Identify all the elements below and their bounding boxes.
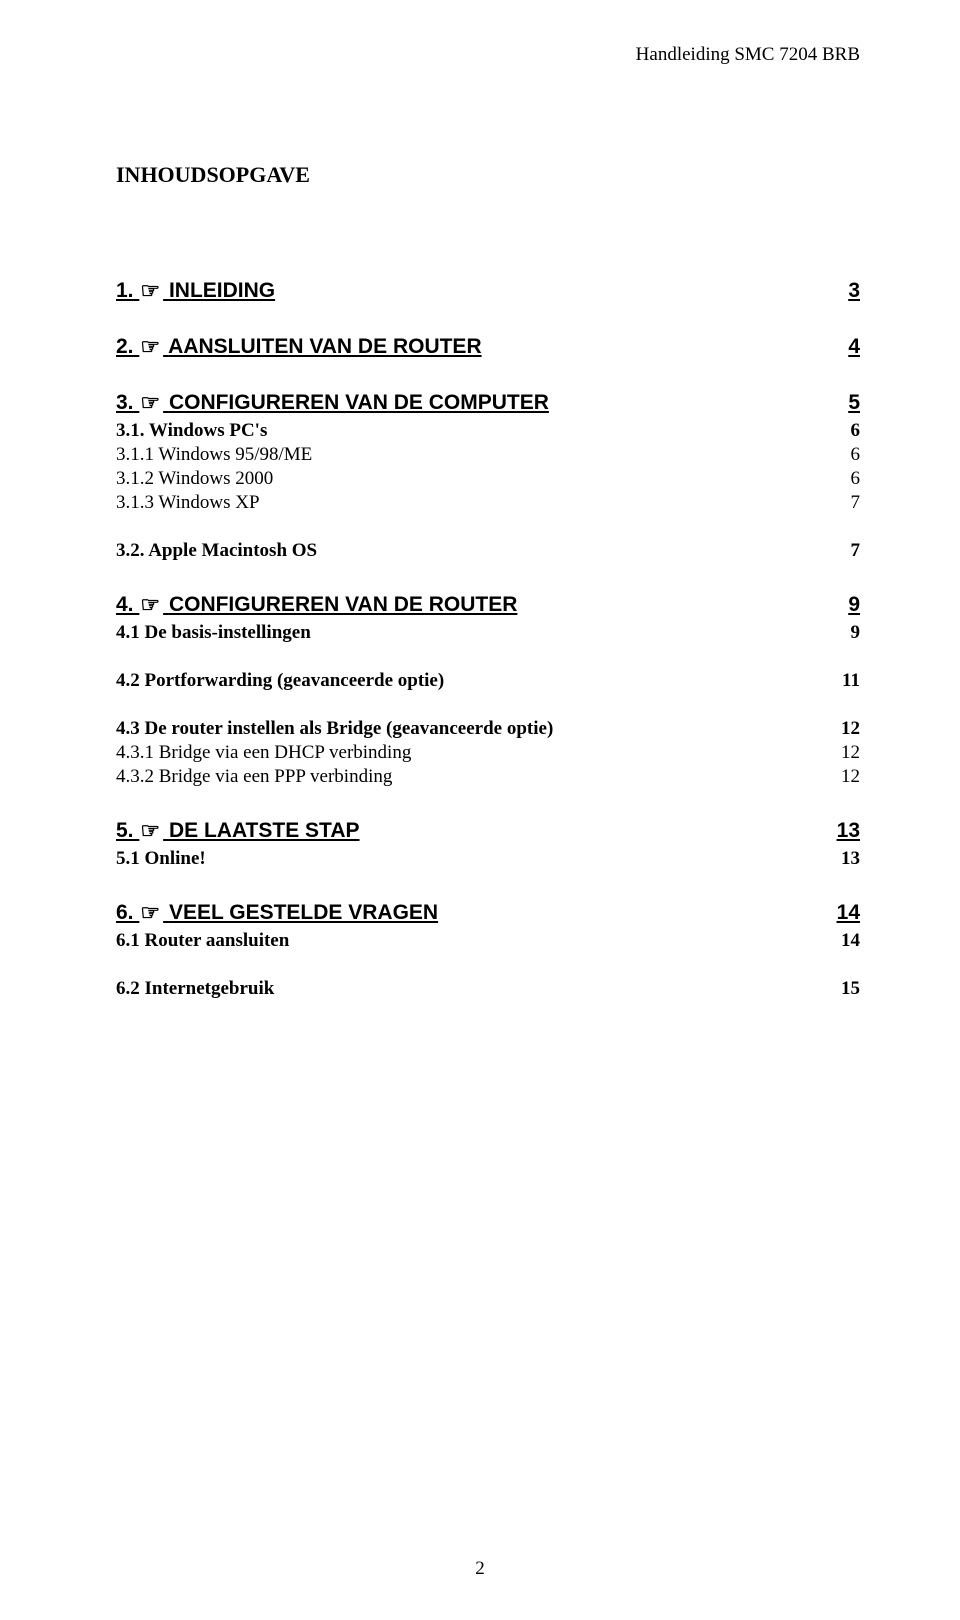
toc-label: 4.3 De router instellen als Bridge (geav… <box>116 718 553 740</box>
running-head: Handleiding SMC 7204 BRB <box>116 44 860 66</box>
toc-page-number: 6 <box>835 444 861 466</box>
toc-text: INLEIDING <box>169 279 275 302</box>
toc-label: 3. ☞ CONFIGUREREN VAN DE COMPUTER <box>116 390 832 416</box>
toc-page-number: 13 <box>825 848 860 870</box>
toc-gap <box>116 514 860 538</box>
toc-page-number: 12 <box>825 742 860 764</box>
toc-number: 4. <box>116 593 134 616</box>
toc-page-number: 12 <box>825 766 860 788</box>
toc-entry: 3.1.3 Windows XP 7 <box>116 492 860 514</box>
toc-entry: 2. ☞ AANSLUITEN VAN DE ROUTER4 <box>116 334 860 360</box>
toc-text: CONFIGUREREN VAN DE COMPUTER <box>169 391 549 414</box>
toc-gap <box>116 952 860 976</box>
toc-entry: 3.2. Apple Macintosh OS 7 <box>116 540 860 562</box>
toc-text: AANSLUITEN VAN DE ROUTER <box>168 335 481 358</box>
toc-page-number: 6 <box>835 420 861 442</box>
toc-page-number: 15 <box>825 978 860 1000</box>
toc-entry: 4.2 Portforwarding (geavanceerde optie) 1… <box>116 670 860 692</box>
toc-label: 3.1.1 Windows 95/98/ME <box>116 444 312 466</box>
toc-text: CONFIGUREREN VAN DE ROUTER <box>169 593 517 616</box>
toc-label: 4.1 De basis-instellingen <box>116 622 311 644</box>
toc-label: 4. ☞ CONFIGUREREN VAN DE ROUTER <box>116 592 832 618</box>
toc-entry: 4.1 De basis-instellingen 9 <box>116 622 860 644</box>
toc-text: VEEL GESTELDE VRAGEN <box>169 901 438 924</box>
toc-text: DE LAATSTE STAP <box>169 819 360 842</box>
toc-entry: 4.3.2 Bridge via een PPP verbinding 12 <box>116 766 860 788</box>
pointing-hand-icon: ☞ <box>140 900 160 926</box>
toc-label: 6.2 Internetgebruik <box>116 978 274 1000</box>
toc-label: 3.2. Apple Macintosh OS <box>116 540 317 562</box>
toc-number: 6. <box>116 901 134 924</box>
toc-gap <box>116 644 860 668</box>
table-of-contents: 1. ☞ INLEIDING32. ☞ AANSLUITEN VAN DE RO… <box>116 278 860 1000</box>
toc-entry: 4.3.1 Bridge via een DHCP verbinding 12 <box>116 742 860 764</box>
toc-entry: 6. ☞ VEEL GESTELDE VRAGEN14 <box>116 900 860 926</box>
toc-label: 3.1.2 Windows 2000 <box>116 468 273 490</box>
toc-entry: 4.3 De router instellen als Bridge (geav… <box>116 718 860 740</box>
pointing-hand-icon: ☞ <box>140 390 160 416</box>
toc-page-number: 13 <box>821 819 860 843</box>
toc-entry: 5.1 Online! 13 <box>116 848 860 870</box>
toc-label: 6.1 Router aansluiten <box>116 930 289 952</box>
toc-entry: 3.1.2 Windows 2000 6 <box>116 468 860 490</box>
toc-label: 3.1.3 Windows XP <box>116 492 260 514</box>
toc-label: 2. ☞ AANSLUITEN VAN DE ROUTER <box>116 334 832 360</box>
toc-number: 3. <box>116 391 134 414</box>
toc-page-number: 9 <box>832 593 860 617</box>
toc-page-number: 5 <box>832 391 860 415</box>
pointing-hand-icon: ☞ <box>140 592 160 618</box>
toc-page-number: 12 <box>825 718 860 740</box>
doc-title: INHOUDSOPGAVE <box>116 162 860 188</box>
toc-entry: 5. ☞ DE LAATSTE STAP13 <box>116 818 860 844</box>
toc-label: 6. ☞ VEEL GESTELDE VRAGEN <box>116 900 821 926</box>
toc-label: 4.3.2 Bridge via een PPP verbinding <box>116 766 392 788</box>
toc-page-number: 14 <box>825 930 860 952</box>
toc-page-number: 14 <box>821 901 860 925</box>
toc-entry: 1. ☞ INLEIDING3 <box>116 278 860 304</box>
toc-entry: 3.1.1 Windows 95/98/ME 6 <box>116 444 860 466</box>
page: Handleiding SMC 7204 BRB INHOUDSOPGAVE 1… <box>0 0 960 1620</box>
toc-number: 2. <box>116 335 134 358</box>
pointing-hand-icon: ☞ <box>140 278 160 304</box>
toc-label: 5.1 Online! <box>116 848 206 870</box>
toc-page-number: 6 <box>835 468 861 490</box>
pointing-hand-icon: ☞ <box>140 334 160 360</box>
toc-label: 5. ☞ DE LAATSTE STAP <box>116 818 821 844</box>
toc-number: 5. <box>116 819 134 842</box>
toc-entry: 3.1. Windows PC's 6 <box>116 420 860 442</box>
page-number: 2 <box>0 1558 960 1580</box>
toc-label: 4.3.1 Bridge via een DHCP verbinding <box>116 742 411 764</box>
toc-page-number: 7 <box>835 492 861 514</box>
toc-label: 1. ☞ INLEIDING <box>116 278 832 304</box>
toc-label: 3.1. Windows PC's <box>116 420 267 442</box>
toc-page-number: 3 <box>832 279 860 303</box>
toc-gap <box>116 692 860 716</box>
toc-entry: 4. ☞ CONFIGUREREN VAN DE ROUTER9 <box>116 592 860 618</box>
pointing-hand-icon: ☞ <box>140 818 160 844</box>
toc-entry: 6.2 Internetgebruik 15 <box>116 978 860 1000</box>
toc-page-number: 11 <box>826 670 860 692</box>
toc-number: 1. <box>116 279 134 302</box>
toc-entry: 3. ☞ CONFIGUREREN VAN DE COMPUTER5 <box>116 390 860 416</box>
toc-label: 4.2 Portforwarding (geavanceerde optie) <box>116 670 444 692</box>
toc-entry: 6.1 Router aansluiten 14 <box>116 930 860 952</box>
toc-page-number: 4 <box>832 335 860 359</box>
toc-page-number: 7 <box>835 540 861 562</box>
toc-page-number: 9 <box>835 622 861 644</box>
